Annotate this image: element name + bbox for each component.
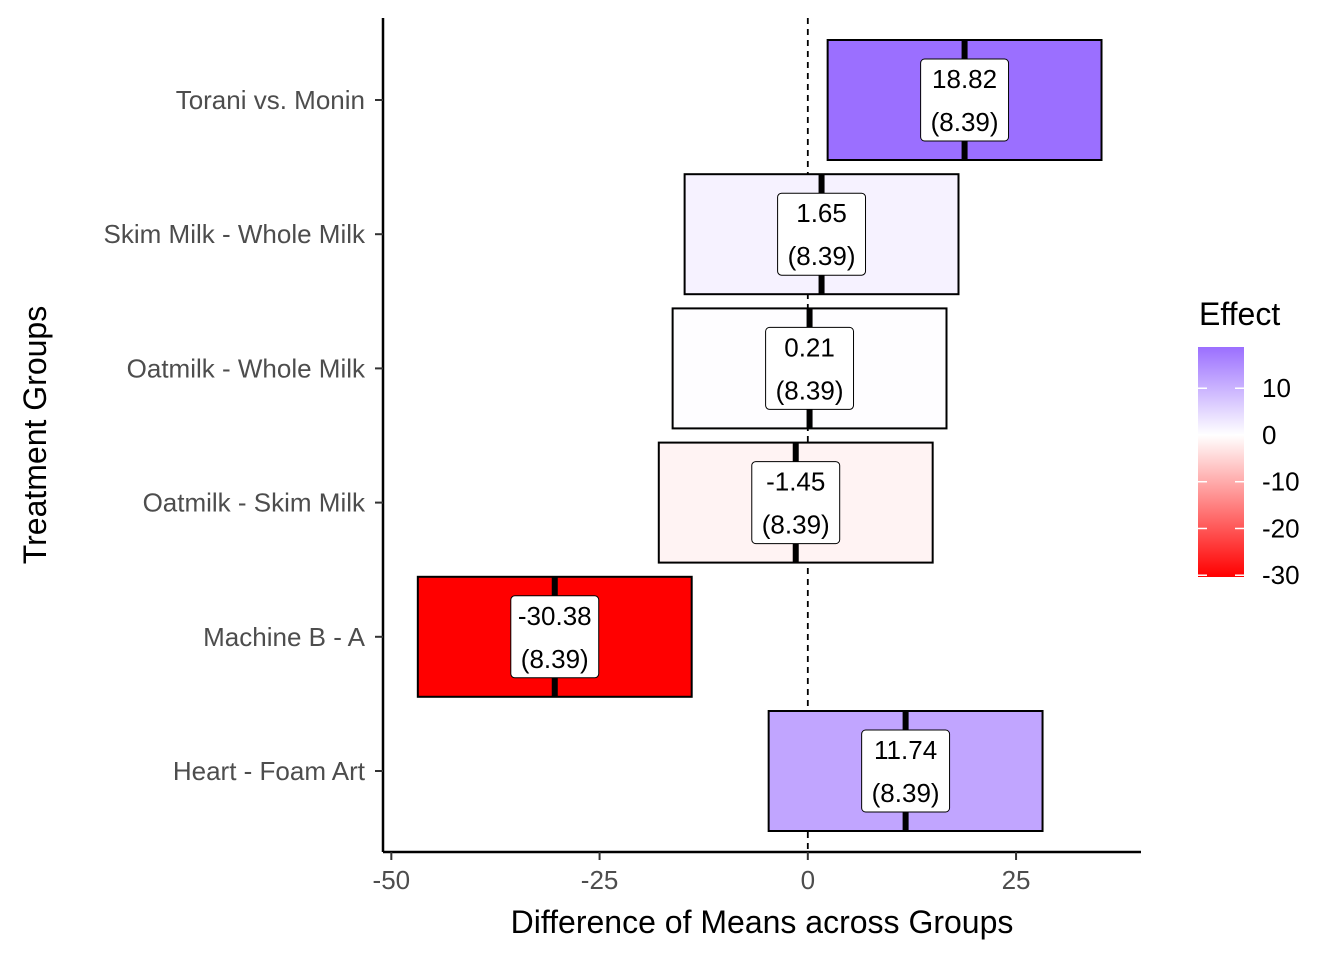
interval-group: 11.74 (8.39) [767,710,1044,832]
y-tick-label: Machine B - A [203,622,366,652]
interval-group: -1.45 (8.39) [657,441,934,564]
std-error-label: (8.39) [762,510,830,540]
x-axis-title: Difference of Means across Groups [511,904,1014,940]
interval-group: 18.82 (8.39) [826,39,1103,161]
std-error-label: (8.39) [931,107,999,137]
interval-group: -30.38 (8.39) [416,575,693,698]
legend-ticks: 10 0 -10 -20 -30 [1198,373,1300,590]
value-label-box [765,326,855,410]
x-tick-label: 0 [801,865,815,895]
value-label-box [510,595,600,679]
estimate-label: 18.82 [932,64,997,94]
std-error-label: (8.39) [521,644,589,674]
std-error-label: (8.39) [788,241,856,271]
legend-tick-label: -10 [1262,467,1300,497]
value-label-box [751,461,841,545]
x-tick-label: 25 [1002,865,1031,895]
legend-tick-label: -30 [1262,560,1300,590]
interval-group: 1.65 (8.39) [683,173,960,296]
legend-tick-label: 0 [1262,420,1276,450]
y-axis-title: Treatment Groups [17,306,53,564]
x-tick-label: -25 [581,865,619,895]
y-tick-label: Torani vs. Monin [176,85,365,115]
estimate-label: 0.21 [784,332,835,362]
legend-tick-label: -20 [1262,513,1300,543]
x-tick-label: -50 [373,865,411,895]
std-error-label: (8.39) [872,778,940,808]
legend-title: Effect [1199,296,1280,332]
y-tick-label: Heart - Foam Art [173,756,366,786]
y-tick-label: Oatmilk - Whole Milk [127,353,366,383]
value-label-box [920,58,1010,142]
interval-group: 0.21 (8.39) [671,307,948,430]
value-label-box [861,729,951,813]
estimate-label: -1.45 [766,467,825,497]
y-tick-label: Skim Milk - Whole Milk [104,219,366,249]
legend-colorbar [1198,347,1244,577]
legend-tick-label: 10 [1262,373,1291,403]
value-label-box [777,192,867,276]
estimate-label: 11.74 [874,735,937,765]
legend: Effect 10 0 -10 -20 -30 [1198,296,1300,590]
std-error-label: (8.39) [776,375,844,405]
estimate-label: 1.65 [796,198,847,228]
y-tick-label: Oatmilk - Skim Milk [143,488,366,518]
estimate-label: -30.38 [518,601,592,631]
x-axis-ticks: -50 -25 0 25 [373,852,1031,895]
y-axis-ticks: Torani vs. Monin Skim Milk - Whole Milk Oa… [104,85,383,786]
plot-area: 18.82 (8.39) 1.65 (8.39) 0.21 (8.39) -1.45 (8.3… [416,18,1103,852]
